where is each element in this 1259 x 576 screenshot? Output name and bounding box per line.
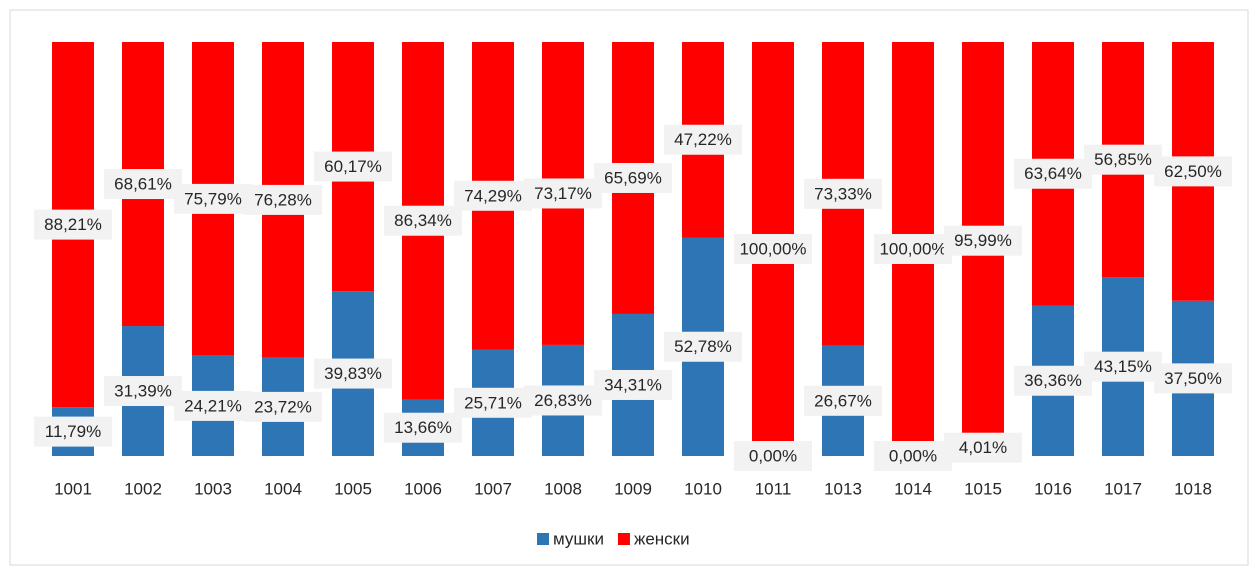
data-label: 25,71%	[464, 393, 522, 412]
x-tick-label: 1009	[614, 479, 652, 498]
legend-swatch	[537, 533, 549, 545]
data-label: 74,29%	[464, 186, 522, 205]
x-tick-label: 1010	[684, 479, 722, 498]
data-label: 63,64%	[1024, 164, 1082, 183]
data-label: 56,85%	[1094, 150, 1152, 169]
x-tick-label: 1007	[474, 479, 512, 498]
data-label-box	[944, 432, 1022, 463]
data-label: 43,15%	[1094, 357, 1152, 376]
data-label-box	[1154, 156, 1232, 187]
data-label: 23,72%	[254, 397, 312, 416]
data-label: 52,78%	[674, 337, 732, 356]
data-label: 26,83%	[534, 391, 592, 410]
data-label-box	[1014, 365, 1092, 396]
data-label: 62,50%	[1164, 162, 1222, 181]
x-tick-label: 1013	[824, 479, 862, 498]
data-label-box	[244, 184, 322, 215]
data-label-box	[524, 385, 602, 416]
data-label: 88,21%	[44, 215, 102, 234]
data-label-box	[1084, 351, 1162, 382]
data-label-box	[34, 209, 112, 240]
x-tick-label: 1008	[544, 479, 582, 498]
data-label-box	[664, 124, 742, 155]
data-label: 4,01%	[959, 438, 1007, 457]
x-tick-label: 1006	[404, 479, 442, 498]
data-label-box	[734, 441, 812, 471]
data-label: 100,00%	[879, 239, 946, 258]
data-label-box	[174, 183, 252, 214]
data-label-box	[664, 331, 742, 362]
data-label-box	[524, 178, 602, 209]
data-label-box	[874, 441, 952, 471]
data-label: 26,67%	[814, 391, 872, 410]
data-label: 34,31%	[604, 375, 662, 394]
data-label-box	[1154, 363, 1232, 394]
data-label-box	[104, 169, 182, 200]
data-label-box	[314, 151, 392, 182]
data-label: 0,00%	[889, 446, 937, 465]
data-label: 37,50%	[1164, 369, 1222, 388]
data-label: 0,00%	[749, 446, 797, 465]
data-label: 76,28%	[254, 190, 312, 209]
x-tick-label: 1002	[124, 479, 162, 498]
data-label-box	[384, 205, 462, 236]
x-tick-label: 1001	[54, 479, 92, 498]
data-label: 11,79%	[45, 422, 101, 441]
data-label-box	[594, 162, 672, 193]
data-label-box	[734, 234, 812, 264]
data-label-box	[34, 416, 112, 447]
data-label: 13,66%	[394, 418, 452, 437]
x-tick-label: 1015	[964, 479, 1002, 498]
data-label: 95,99%	[954, 231, 1012, 250]
x-tick-label: 1014	[894, 479, 932, 498]
data-label: 73,17%	[534, 184, 592, 203]
data-label-box	[384, 412, 462, 443]
x-tick-label: 1011	[755, 479, 792, 498]
legend-label: женски	[634, 529, 690, 548]
data-label: 100,00%	[739, 239, 806, 258]
data-label-box	[594, 369, 672, 400]
data-label-box	[174, 390, 252, 421]
x-tick-label: 1016	[1034, 479, 1072, 498]
x-tick-label: 1004	[264, 479, 302, 498]
data-label: 60,17%	[324, 157, 382, 176]
x-tick-label: 1005	[334, 479, 372, 498]
x-tick-label: 1017	[1104, 479, 1142, 498]
data-label: 36,36%	[1024, 371, 1082, 390]
x-tick-label: 1003	[194, 479, 232, 498]
data-label-box	[804, 385, 882, 416]
data-label-box	[454, 180, 532, 211]
data-label: 73,33%	[814, 184, 872, 203]
data-label: 68,61%	[114, 175, 172, 194]
legend-swatch	[617, 533, 630, 545]
data-label: 86,34%	[394, 211, 452, 230]
x-tick-label: 1018	[1174, 479, 1212, 498]
data-label-box	[944, 225, 1022, 256]
legend-label: мушки	[553, 529, 604, 548]
data-label: 24,21%	[184, 396, 242, 415]
data-label-box	[804, 178, 882, 209]
data-label-box	[874, 234, 952, 264]
data-label-box	[454, 387, 532, 418]
data-label: 75,79%	[184, 189, 242, 208]
data-label: 65,69%	[604, 168, 662, 187]
data-label: 39,83%	[324, 364, 382, 383]
data-label-box	[314, 358, 392, 389]
data-label: 31,39%	[114, 382, 172, 401]
data-label: 47,22%	[674, 130, 732, 149]
data-label-box	[104, 376, 182, 407]
data-label-box	[1084, 144, 1162, 175]
data-label-box	[244, 391, 322, 422]
data-label-box	[1014, 158, 1092, 189]
